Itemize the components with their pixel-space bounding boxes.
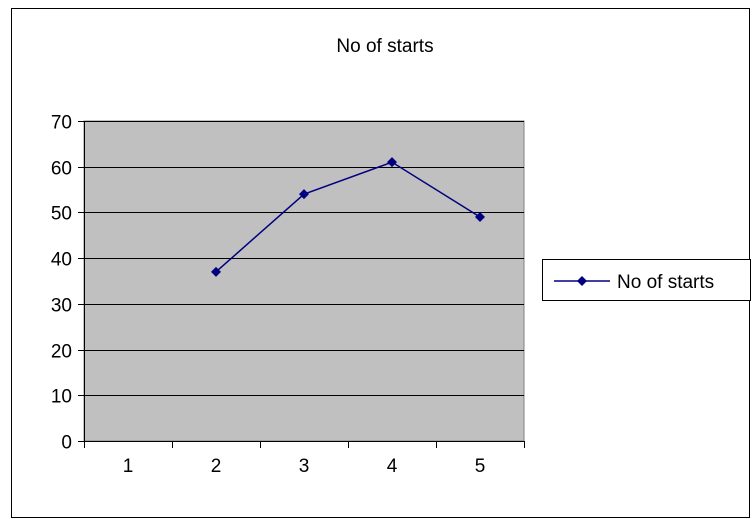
legend-label: No of starts <box>617 272 714 293</box>
x-tick-label: 3 <box>299 456 310 477</box>
y-tick-label: 20 <box>51 342 72 363</box>
y-tick-label: 60 <box>51 159 72 180</box>
series-line <box>215 161 481 273</box>
series-group <box>211 157 485 277</box>
x-axis: 1 2 3 4 5 <box>84 441 525 477</box>
legend-box <box>542 259 751 301</box>
x-tick-label: 2 <box>211 456 222 477</box>
chart-title: No of starts <box>336 36 433 57</box>
x-tick-label: 4 <box>387 456 398 477</box>
legend: No of starts <box>542 259 751 301</box>
gridlines <box>84 121 524 396</box>
x-tick-label: 5 <box>475 456 486 477</box>
y-tick-label: 40 <box>51 250 72 271</box>
data-point <box>387 157 397 168</box>
data-point <box>475 212 485 222</box>
y-tick-label: 50 <box>51 204 72 225</box>
y-tick-label: 10 <box>51 387 72 408</box>
plot-area <box>83 120 525 442</box>
y-axis: 0 10 20 30 40 50 60 70 <box>51 113 85 454</box>
data-point <box>211 266 221 277</box>
data-point <box>299 189 309 200</box>
legend-marker <box>577 276 587 286</box>
y-tick-label: 0 <box>61 433 72 454</box>
y-tick-label: 30 <box>51 296 72 317</box>
y-tick-label: 70 <box>51 113 72 134</box>
x-tick-label: 1 <box>123 456 134 477</box>
